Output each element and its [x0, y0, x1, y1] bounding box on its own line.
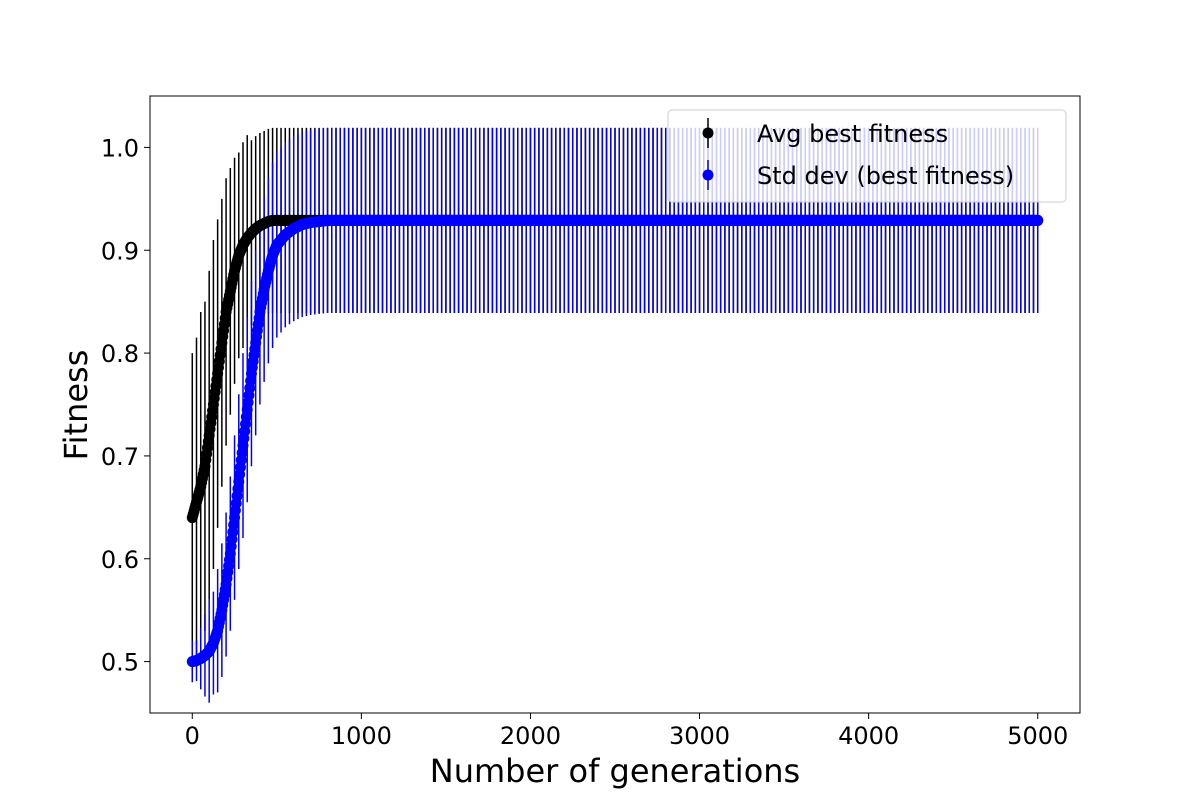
legend-label-avg: Avg best fitness	[757, 120, 948, 148]
x-tick-label: 5000	[1007, 722, 1068, 750]
y-tick-label: 0.8	[101, 340, 139, 368]
legend-marker-avg	[702, 127, 714, 139]
x-tick-label: 1000	[331, 722, 392, 750]
legend-marker-std	[702, 169, 714, 181]
y-tick-label: 0.6	[101, 546, 139, 574]
x-tick-label: 4000	[838, 722, 899, 750]
x-axis-title: Number of generations	[430, 752, 800, 790]
y-tick-label: 1.0	[101, 134, 139, 162]
errorbar-layer	[191, 127, 1039, 703]
y-axis-title: Fitness	[57, 350, 95, 461]
legend: Avg best fitness Std dev (best fitness)	[667, 109, 1067, 203]
x-tick-label: 3000	[669, 722, 730, 750]
x-axis: 0 1000 2000 3000 4000 5000	[185, 713, 1068, 750]
x-tick-label: 2000	[500, 722, 561, 750]
y-tick-label: 0.9	[101, 237, 139, 265]
legend-label-std: Std dev (best fitness)	[757, 162, 1014, 190]
marker-layer	[186, 214, 1044, 668]
y-tick-label: 0.7	[101, 443, 139, 471]
plot-area-frame	[149, 95, 1081, 714]
y-tick-label: 0.5	[101, 649, 139, 677]
legend-frame	[667, 109, 1067, 203]
y-axis: 0.5 0.6 0.7 0.8 0.9 1.0	[101, 134, 150, 677]
data-point-std	[1032, 214, 1044, 226]
x-tick-label: 0	[185, 722, 200, 750]
